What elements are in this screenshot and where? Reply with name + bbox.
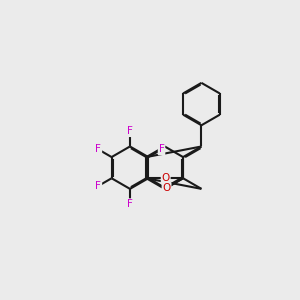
Text: F: F [127,126,133,136]
Text: F: F [95,181,101,191]
Text: F: F [95,144,101,154]
Text: F: F [159,144,164,154]
Text: F: F [127,199,133,209]
Text: O: O [162,183,171,193]
Text: O: O [162,173,170,183]
